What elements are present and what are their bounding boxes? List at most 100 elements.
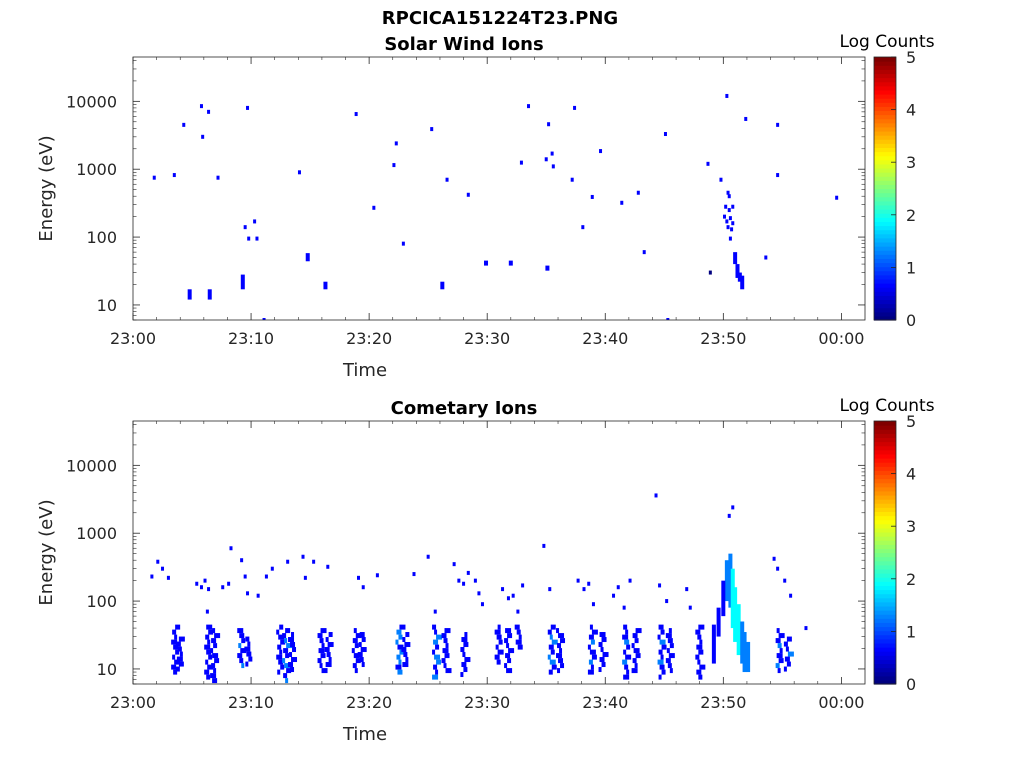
colorbar-segment <box>874 564 896 570</box>
data-cell <box>477 591 481 596</box>
burst-cell <box>556 628 560 634</box>
burst-cell <box>698 674 703 680</box>
burst-cell <box>436 659 442 665</box>
burst-cell <box>328 632 333 638</box>
burst-cell <box>778 633 785 639</box>
x-tick-label: 23:10 <box>228 329 274 348</box>
colorbar-segment <box>874 315 896 321</box>
colorbar-segment <box>874 638 896 644</box>
burst-cell <box>175 649 180 655</box>
colorbar-segment <box>874 610 896 615</box>
colorbar-tick-label: 0 <box>906 675 916 694</box>
streak-cell <box>746 641 751 673</box>
burst-cell <box>516 629 521 635</box>
data-cell <box>243 225 247 230</box>
burst-cell <box>625 629 629 635</box>
data-cell <box>394 141 398 146</box>
streak-cell <box>737 272 742 282</box>
burst-cell <box>658 649 663 655</box>
streak-cell <box>733 587 738 642</box>
data-cell <box>728 216 732 221</box>
burst-cell <box>633 648 640 654</box>
burst-cell <box>325 662 332 668</box>
burst-cell <box>588 634 594 640</box>
colorbar-segment <box>874 163 896 169</box>
burst-cell <box>358 642 362 648</box>
colorbar-segment <box>874 114 896 120</box>
colorbar-segment <box>874 630 896 636</box>
burst-cell <box>175 641 181 647</box>
data-cell <box>685 587 689 592</box>
burst-cell <box>399 649 405 655</box>
colorbar-segment <box>874 225 896 231</box>
burst-cell <box>549 659 556 665</box>
burst-cell <box>589 624 593 630</box>
burst-cell <box>778 658 784 664</box>
colorbar-segment <box>874 437 896 443</box>
colorbar-segment <box>874 274 896 280</box>
data-cell <box>297 170 301 175</box>
colorbar-segment <box>874 155 896 161</box>
data-cell <box>354 112 358 117</box>
burst-cell <box>276 629 280 635</box>
burst-cell <box>556 653 563 659</box>
colorbar-segment <box>874 519 896 525</box>
data-cell <box>161 566 165 571</box>
colorbar-segment <box>874 462 896 467</box>
burst-cell <box>507 633 513 639</box>
data-cell <box>229 546 233 551</box>
data-layer <box>152 93 839 320</box>
colorbar-segment <box>874 311 896 317</box>
data-cell <box>227 581 231 586</box>
streak-cell <box>545 265 550 271</box>
burst-cell <box>212 628 216 634</box>
colorbar-segment <box>874 303 896 309</box>
burst-cell <box>625 654 632 660</box>
burst-cell <box>504 638 509 644</box>
data-cell <box>262 318 266 320</box>
burst-cell <box>245 636 250 642</box>
data-cell <box>776 566 780 571</box>
burst-cell <box>246 651 252 657</box>
burst-cell <box>445 643 449 649</box>
data-cell <box>216 175 220 180</box>
colorbar-segment <box>874 159 896 165</box>
colorbar-segment <box>874 254 896 259</box>
burst-cell <box>319 663 323 669</box>
colorbar-segment <box>874 209 896 214</box>
burst-cell <box>291 632 295 638</box>
burst-cell <box>248 656 253 662</box>
burst-cell <box>548 669 553 675</box>
burst-cell <box>777 643 782 649</box>
burst-cell <box>496 634 502 640</box>
colorbar-segment <box>874 466 896 471</box>
burst-cell <box>174 634 178 640</box>
data-cell <box>326 564 330 569</box>
data-cell <box>255 236 259 241</box>
colorbar-tick-label: 5 <box>906 412 916 431</box>
data-cell <box>511 593 515 598</box>
burst-cell <box>286 668 292 674</box>
burst-cell <box>204 644 211 650</box>
data-cell <box>445 177 449 182</box>
data-cell <box>501 587 505 592</box>
burst-cell <box>634 663 638 669</box>
burst-cell <box>359 657 364 663</box>
burst-cell <box>624 639 630 645</box>
data-cell <box>547 122 551 127</box>
data-cell <box>542 543 546 548</box>
data-cell <box>612 593 616 598</box>
burst-cell <box>354 643 359 649</box>
burst-cell <box>276 654 283 660</box>
burst-cell <box>506 643 510 649</box>
burst-cell <box>657 659 664 665</box>
burst-cell <box>550 624 556 630</box>
colorbar-segment <box>874 552 896 558</box>
data-cell <box>480 602 484 607</box>
burst-cell <box>598 667 602 673</box>
data-cell <box>150 574 154 579</box>
burst-cell <box>660 629 665 635</box>
colorbar-segment <box>874 241 896 247</box>
y-tick-label: 10 <box>97 660 117 679</box>
colorbar-frame <box>873 420 897 685</box>
